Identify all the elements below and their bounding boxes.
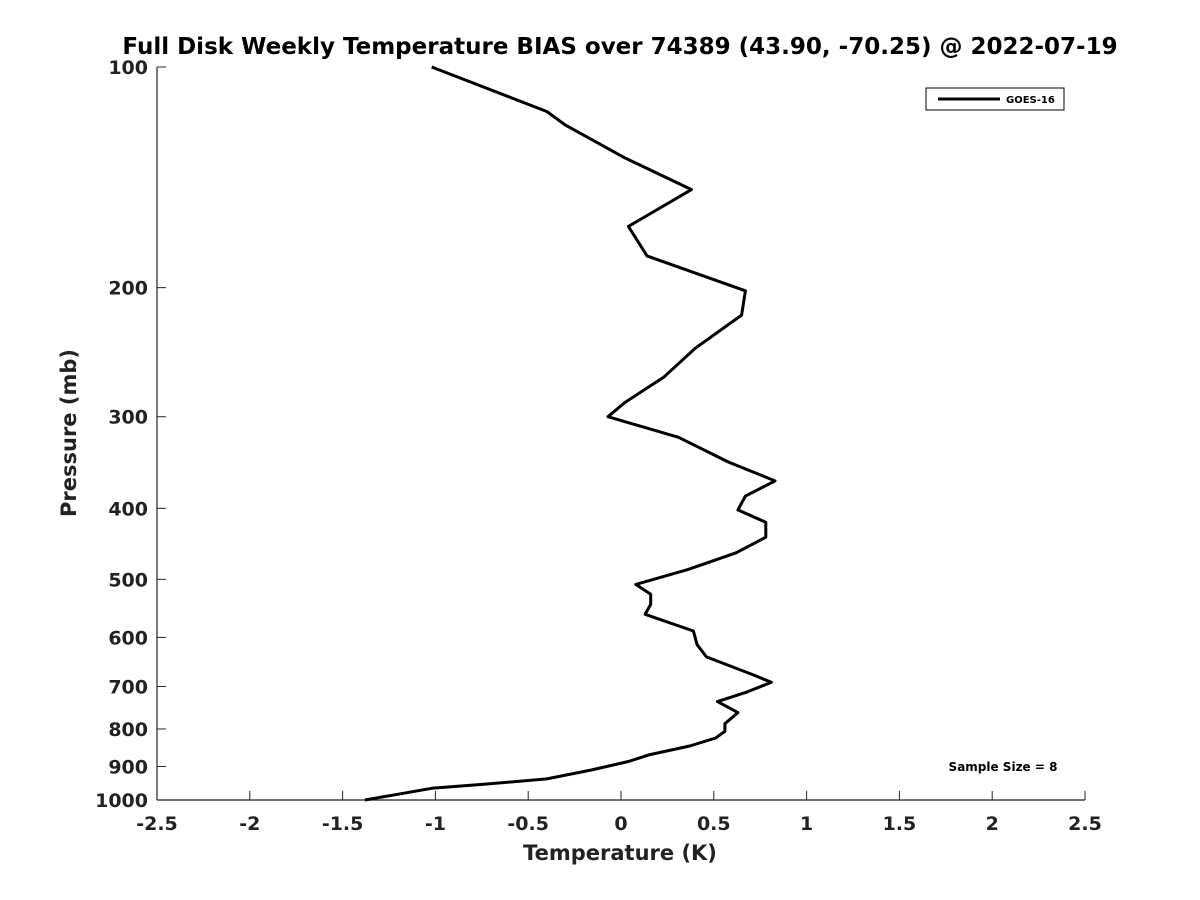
y-tick-label: 100 (108, 57, 148, 79)
x-tick-label: -2.5 (136, 813, 178, 835)
series-layer (364, 65, 777, 802)
y-tick-label: 600 (108, 627, 148, 649)
y-tick-label: 900 (108, 756, 148, 778)
x-tick-label: 0 (614, 813, 627, 835)
x-tick-label: 2 (986, 813, 999, 835)
y-tick-label: 500 (108, 569, 148, 591)
y-tick-label: 800 (108, 719, 148, 741)
y-tick-label: 400 (108, 498, 148, 520)
x-axis-label: Temperature (K) (523, 841, 717, 865)
x-tick-label: -2 (239, 813, 260, 835)
y-tick-label: 200 (108, 278, 148, 300)
x-tick-label: -1.5 (322, 813, 364, 835)
x-tick-label: 1 (800, 813, 813, 835)
x-tick-label: 2.5 (1068, 813, 1102, 835)
legend-label-goes-16: GOES-16 (1006, 95, 1055, 106)
legend: GOES-16 (925, 87, 1065, 111)
chart-title: Full Disk Weekly Temperature BIAS over 7… (122, 34, 1117, 60)
x-tick-label: -1 (425, 813, 446, 835)
series-line-goes-16 (364, 65, 777, 802)
sample-size-annotation: Sample Size = 8 (949, 760, 1058, 774)
plot-axes (156, 67, 1085, 801)
x-tick-label: -0.5 (507, 813, 549, 835)
y-tick-label: 1000 (95, 790, 148, 812)
y-tick-label: 300 (108, 407, 148, 429)
y-tick-label: 700 (108, 676, 148, 698)
x-axis-ticks: -2.5 -2 -1.5 -1 -0.5 0 0.5 1 1.5 2 2.5 (136, 791, 1102, 835)
y-axis-label: Pressure (mb) (57, 349, 81, 517)
y-axis-ticks: 100 200 300 400 500 600 700 800 900 1000 (95, 57, 166, 812)
x-tick-label: 0.5 (697, 813, 731, 835)
x-tick-label: 1.5 (883, 813, 917, 835)
